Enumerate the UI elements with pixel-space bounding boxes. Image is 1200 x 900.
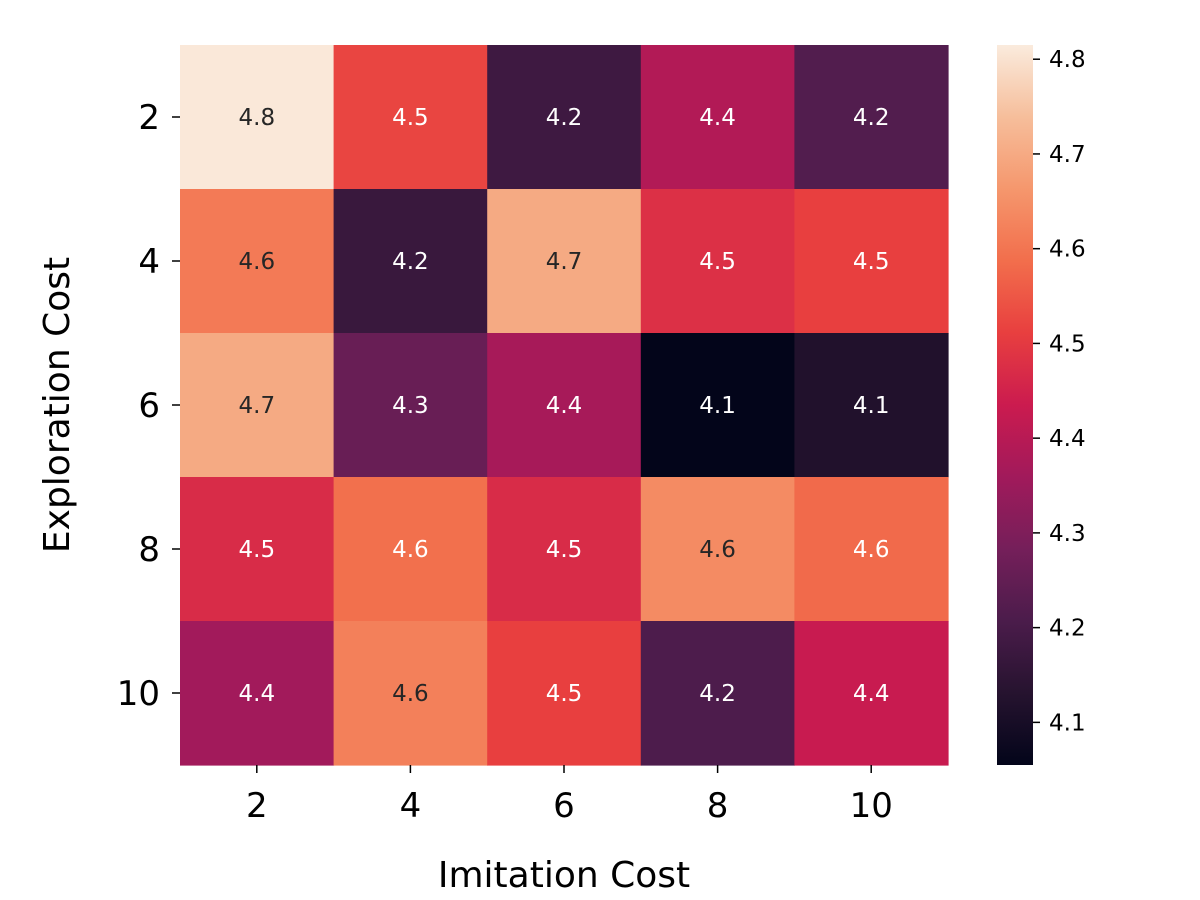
heatmap-cell-r1-c2 xyxy=(487,189,642,334)
cell-value-label-r1-c2: 4.7 xyxy=(546,249,583,275)
colorbar-tick-label-4: 4.5 xyxy=(1049,331,1086,357)
x-tick-label-1: 4 xyxy=(400,786,422,826)
heatmap-cell-r4-c0 xyxy=(180,621,335,766)
heatmap-cell-r1-c4 xyxy=(794,189,949,334)
y-tick-label-4: 10 xyxy=(117,674,160,714)
heatmap-cell-r3-c4 xyxy=(794,477,949,622)
colorbar-tick-label-1: 4.2 xyxy=(1049,616,1086,642)
heatmap-cell-r0-c1 xyxy=(333,45,488,190)
y-tick-label-2: 6 xyxy=(138,386,160,426)
cell-value-label-r3-c4: 4.6 xyxy=(853,537,890,563)
cell-value-label-r0-c2: 4.2 xyxy=(546,105,583,131)
colorbar-tick-label-5: 4.6 xyxy=(1049,237,1086,263)
cell-value-label-r0-c3: 4.4 xyxy=(699,105,736,131)
x-tick-label-0: 2 xyxy=(246,786,268,826)
y-axis-label: Exploration Cost xyxy=(37,257,78,553)
cell-value-label-r2-c2: 4.4 xyxy=(546,393,583,419)
cell-value-label-r3-c0: 4.5 xyxy=(239,537,276,563)
cell-value-label-r1-c0: 4.6 xyxy=(239,249,276,275)
y-tick-label-3: 8 xyxy=(138,530,160,570)
cell-value-label-r2-c0: 4.7 xyxy=(239,393,276,419)
cell-value-label-r1-c3: 4.5 xyxy=(699,249,736,275)
colorbar-tick-label-0: 4.1 xyxy=(1049,710,1086,736)
cell-value-label-r0-c4: 4.2 xyxy=(853,105,890,131)
colorbar-tick-label-6: 4.7 xyxy=(1049,142,1086,168)
colorbar-tick-label-2: 4.3 xyxy=(1049,521,1086,547)
heatmap-cell-labels: 4.8 4.5 4.2 4.4 4.2 4.6 4.2 4.7 4.5 4.5 4.7 4.3 4.4 4… xyxy=(239,105,890,707)
cell-value-label-r4-c3: 4.2 xyxy=(699,681,736,707)
heatmap-cell-r4-c4 xyxy=(794,621,949,766)
cell-value-label-r4-c1: 4.6 xyxy=(392,681,429,707)
x-axis: 2 4 6 8 10 xyxy=(246,765,893,826)
heatmap-cell-r3-c0 xyxy=(180,477,335,622)
heatmap-cell-r0-c2 xyxy=(487,45,642,190)
colorbar-gradient-bar xyxy=(997,45,1033,765)
cell-value-label-r0-c1: 4.5 xyxy=(392,105,429,131)
cell-value-label-r2-c4: 4.1 xyxy=(853,393,890,419)
heatmap-cell-r2-c3 xyxy=(640,333,795,478)
cell-value-label-r3-c3: 4.6 xyxy=(699,537,736,563)
heatmap-cell-r3-c2 xyxy=(487,477,642,622)
heatmap-cell-r1-c1 xyxy=(333,189,488,334)
heatmap-cell-r2-c1 xyxy=(333,333,488,478)
x-tick-label-4: 10 xyxy=(850,786,893,826)
heatmap-cell-r2-c4 xyxy=(794,333,949,478)
y-tick-label-1: 4 xyxy=(138,242,160,282)
cell-value-label-r0-c0: 4.8 xyxy=(239,105,276,131)
heatmap-cell-r2-c2 xyxy=(487,333,642,478)
colorbar-tick-label-7: 4.8 xyxy=(1049,47,1086,73)
cell-value-label-r1-c4: 4.5 xyxy=(853,249,890,275)
cell-value-label-r4-c0: 4.4 xyxy=(239,681,276,707)
x-tick-label-2: 6 xyxy=(553,786,575,826)
colorbar-tick-label-3: 4.4 xyxy=(1049,426,1086,452)
heatmap-cell-r2-c0 xyxy=(180,333,335,478)
cell-value-label-r4-c4: 4.4 xyxy=(853,681,890,707)
heatmap-cell-r0-c4 xyxy=(794,45,949,190)
heatmap-cell-r4-c3 xyxy=(640,621,795,766)
heatmap-cell-r4-c2 xyxy=(487,621,642,766)
cell-value-label-r1-c1: 4.2 xyxy=(392,249,429,275)
x-axis-label: Imitation Cost xyxy=(438,855,690,896)
heatmap-cell-r1-c3 xyxy=(640,189,795,334)
y-tick-label-0: 2 xyxy=(138,98,160,138)
cell-value-label-r2-c1: 4.3 xyxy=(392,393,429,419)
heatmap-cell-r4-c1 xyxy=(333,621,488,766)
cell-value-label-r4-c2: 4.5 xyxy=(546,681,583,707)
heatmap-cell-r3-c1 xyxy=(333,477,488,622)
y-axis: 2 4 6 8 10 xyxy=(117,98,180,714)
heatmap-cells xyxy=(180,45,949,766)
heatmap-cell-r0-c3 xyxy=(640,45,795,190)
heatmap-cell-r0-c0 xyxy=(180,45,335,190)
cell-value-label-r3-c1: 4.6 xyxy=(392,537,429,563)
cell-value-label-r2-c3: 4.1 xyxy=(699,393,736,419)
cell-value-label-r3-c2: 4.5 xyxy=(546,537,583,563)
x-tick-label-3: 8 xyxy=(707,786,729,826)
colorbar: 4.1 4.2 4.3 4.4 4.5 4.6 4.7 4.8 xyxy=(997,45,1086,765)
heatmap-cell-r1-c0 xyxy=(180,189,335,334)
heatmap-cell-r3-c3 xyxy=(640,477,795,622)
